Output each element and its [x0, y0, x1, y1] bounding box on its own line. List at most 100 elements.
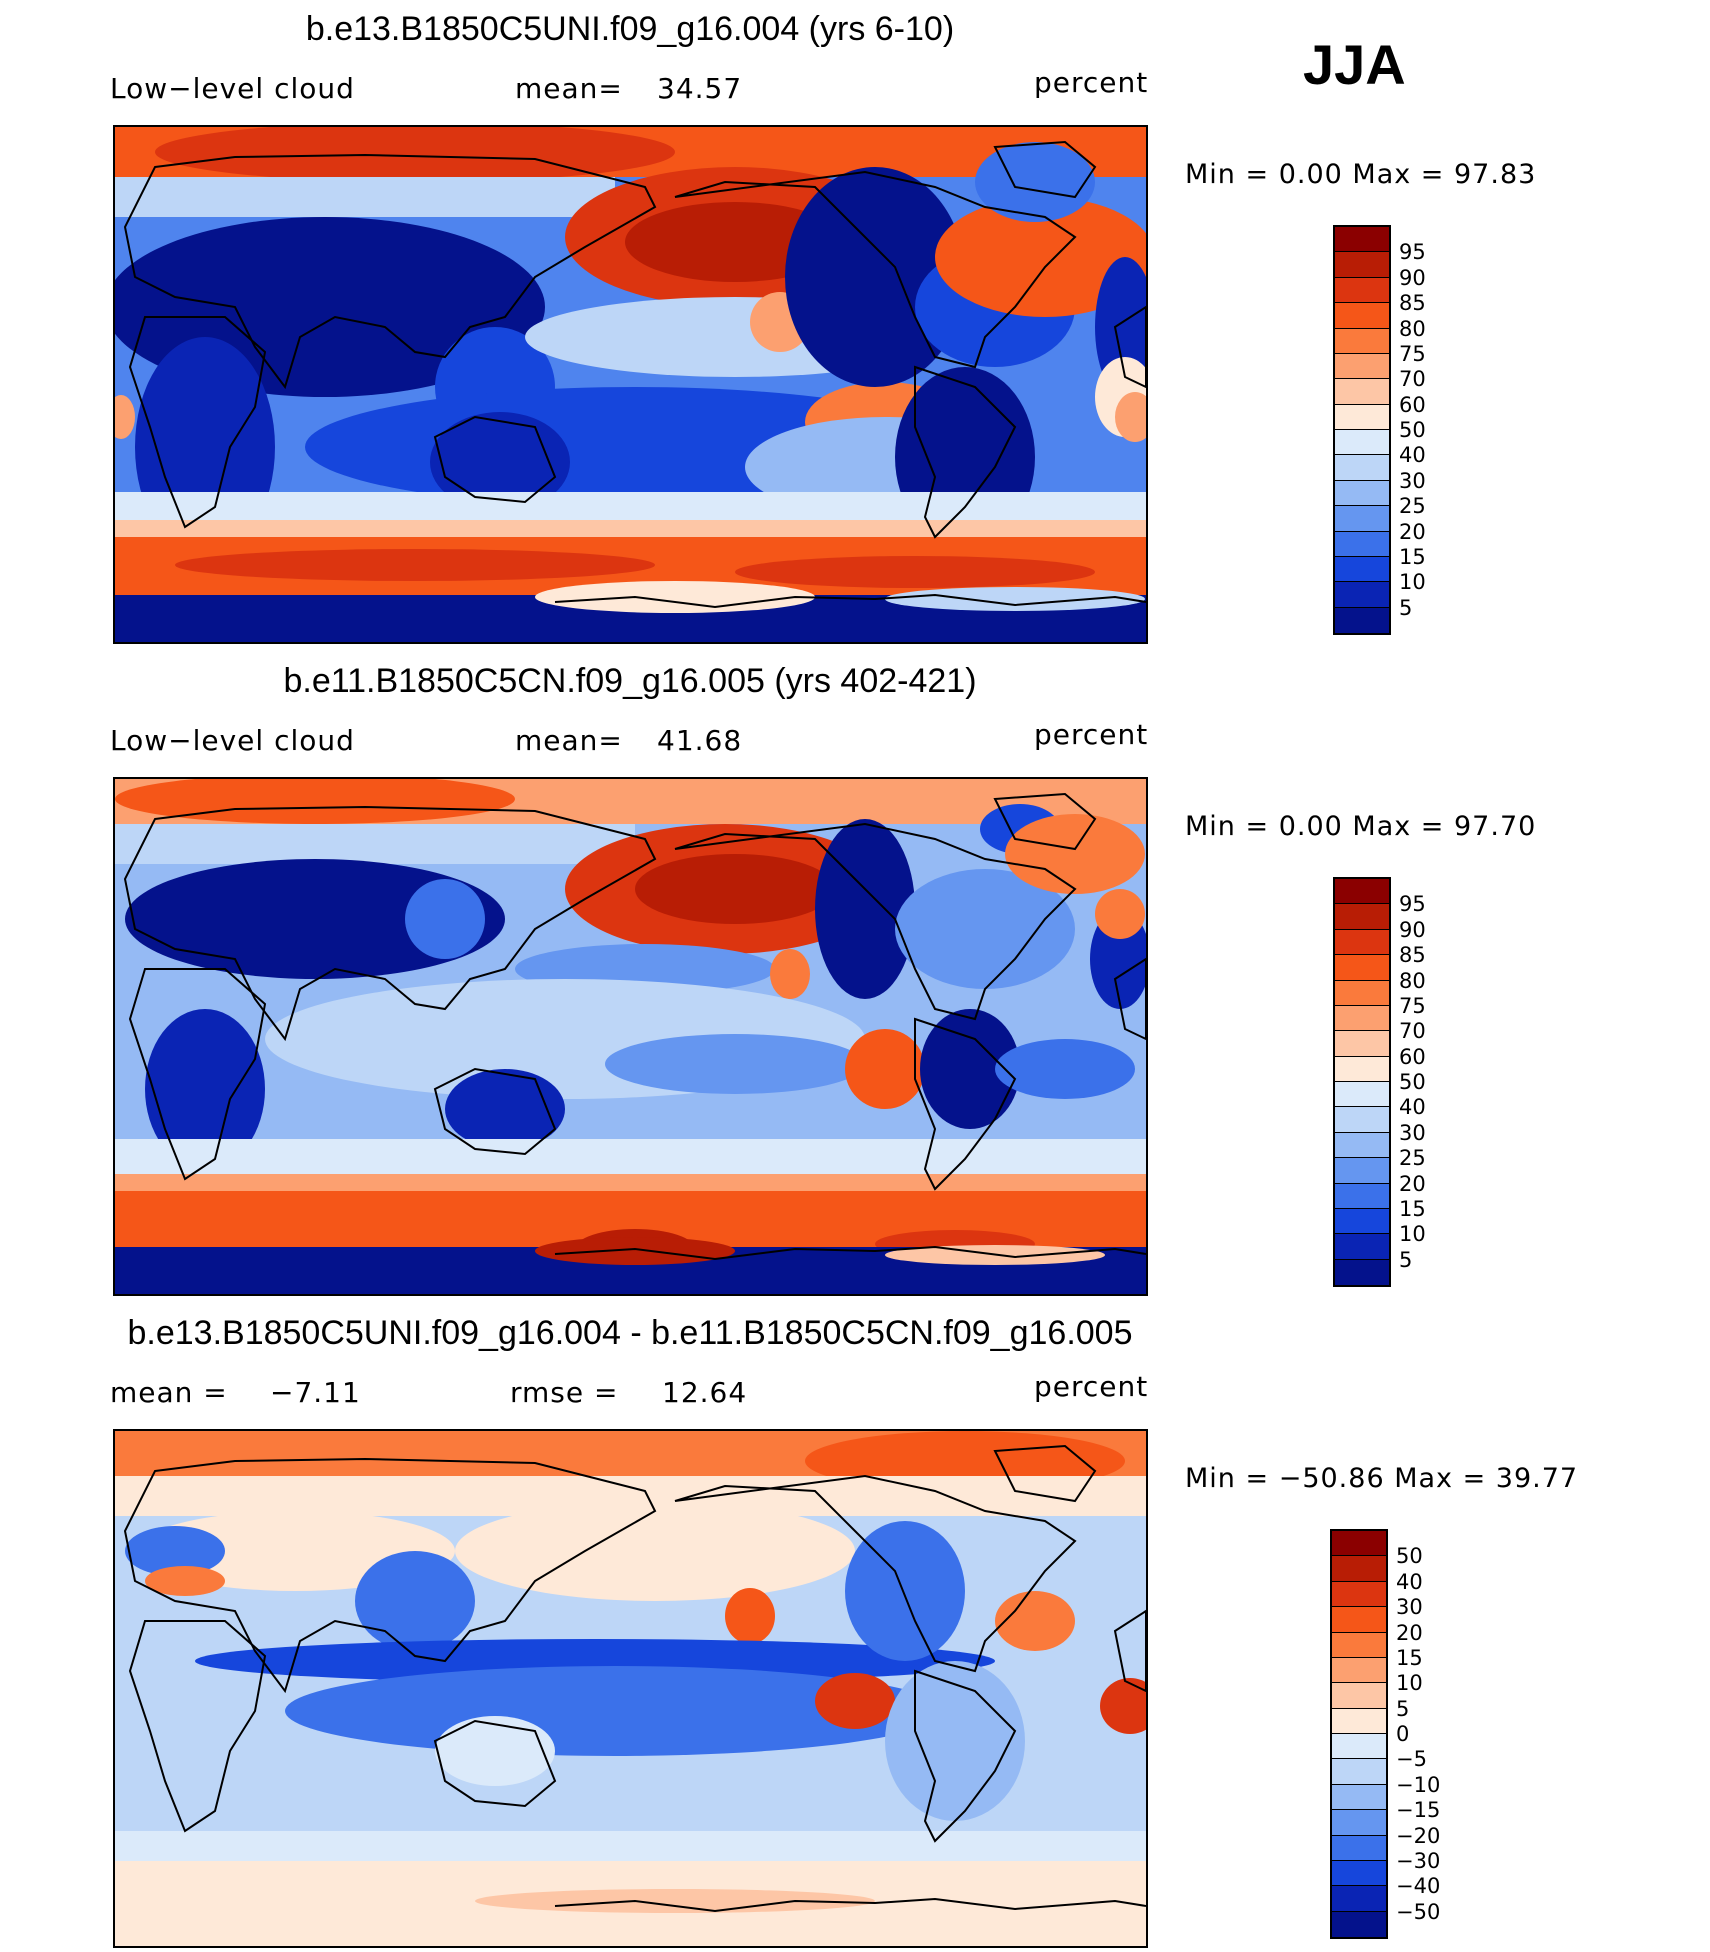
colorbar-tick-label: −20 — [1396, 1823, 1441, 1848]
colorbar-tick-label: 50 — [1396, 1544, 1423, 1569]
colorbar-tick-label: 20 — [1399, 1171, 1426, 1196]
colorbar-swatch — [1335, 1132, 1389, 1159]
panel-1-map — [113, 125, 1148, 644]
colorbar-tick-label: 15 — [1396, 1645, 1423, 1670]
colorbar-swatch — [1335, 955, 1389, 981]
panel-3-units: percent — [1034, 1370, 1149, 1403]
season-label: JJA — [1303, 33, 1406, 96]
colorbar-tick-label: 70 — [1399, 367, 1426, 392]
colorbar-tick-label: 85 — [1399, 291, 1426, 316]
colorbar-tick-label: 80 — [1399, 316, 1426, 341]
panel-2-min-max: Min = 0.00 Max = 97.70 — [1185, 811, 1537, 842]
panel-3-title: b.e13.B1850C5UNI.f09_g16.004 - b.e11.B18… — [127, 1314, 1133, 1352]
colorbar-swatch — [1335, 480, 1389, 507]
colorbar-swatch — [1335, 227, 1389, 253]
colorbar-swatch — [1335, 879, 1389, 905]
colorbar-tick-label: −30 — [1396, 1848, 1441, 1873]
colorbar-swatch — [1332, 1860, 1386, 1887]
panel-1-min-max: Min = 0.00 Max = 97.83 — [1185, 159, 1537, 190]
panel-2-title: b.e11.B1850C5CN.f09_g16.005 (yrs 402-421… — [283, 662, 977, 700]
colorbar-tick-label: 5 — [1396, 1696, 1410, 1721]
colorbar-tick-label: 60 — [1399, 392, 1426, 417]
panel-3-mean-label: mean = — [110, 1376, 228, 1409]
colorbar-tick-label: 40 — [1399, 1095, 1426, 1120]
colorbar-tick-label: 50 — [1399, 418, 1426, 442]
panel-1-colorbar — [1333, 225, 1391, 635]
panel-3-map-field — [115, 1431, 1146, 1946]
colorbar-swatch — [1332, 1886, 1386, 1912]
colorbar-tick-label: 60 — [1399, 1044, 1426, 1069]
panel-2-colorbar-segments — [1335, 879, 1389, 1285]
colorbar-swatch — [1332, 1581, 1386, 1608]
panel-2-map-field — [115, 779, 1146, 1294]
colorbar-swatch — [1335, 1208, 1389, 1235]
colorbar-tick-label: 5 — [1399, 1247, 1413, 1272]
colorbar-swatch — [1335, 980, 1389, 1006]
panel-3-mean-value: −7.11 — [270, 1376, 361, 1409]
colorbar-tick-label: 30 — [1399, 1120, 1426, 1145]
colorbar-tick-label: 90 — [1399, 265, 1426, 290]
colorbar-tick-label: −50 — [1396, 1899, 1441, 1924]
colorbar-tick-label: 75 — [1399, 341, 1426, 366]
colorbar-swatch — [1335, 379, 1389, 405]
colorbar-tick-label: 5 — [1399, 595, 1413, 620]
colorbar-swatch — [1335, 328, 1389, 354]
panel-1-title: b.e13.B1850C5UNI.f09_g16.004 (yrs 6-10) — [305, 10, 955, 48]
panel-1-mean-label: mean= — [515, 72, 623, 105]
panel-1-field-label: Low−level cloud — [110, 72, 355, 105]
colorbar-tick-label: 85 — [1399, 943, 1426, 968]
colorbar-tick-label: 25 — [1399, 1146, 1426, 1171]
colorbar-swatch — [1335, 252, 1389, 278]
colorbar-tick-label: −5 — [1396, 1747, 1427, 1772]
colorbar-tick-label: 0 — [1396, 1722, 1410, 1746]
colorbar-swatch — [1332, 1556, 1386, 1582]
colorbar-swatch — [1332, 1734, 1386, 1760]
panel-3-rmse-label: rmse = — [510, 1376, 619, 1409]
colorbar-swatch — [1332, 1632, 1386, 1658]
panel-3-rmse-value: 12.64 — [662, 1376, 748, 1409]
colorbar-swatch — [1332, 1708, 1386, 1734]
panel-2-colorbar — [1333, 877, 1391, 1287]
colorbar-tick-label: 70 — [1399, 1019, 1426, 1044]
colorbar-swatch — [1335, 1056, 1389, 1082]
panel-3-min-max: Min = −50.86 Max = 39.77 — [1185, 1463, 1579, 1494]
colorbar-swatch — [1332, 1784, 1386, 1811]
colorbar-tick-label: 80 — [1399, 968, 1426, 993]
colorbar-swatch — [1335, 607, 1389, 633]
panel-1-units: percent — [1034, 66, 1149, 99]
colorbar-swatch — [1332, 1531, 1386, 1557]
panel-1-colorbar-segments — [1335, 227, 1389, 633]
colorbar-swatch — [1335, 1183, 1389, 1209]
colorbar-swatch — [1335, 1082, 1389, 1108]
colorbar-tick-label: −10 — [1396, 1772, 1441, 1797]
colorbar-swatch — [1335, 929, 1389, 956]
colorbar-tick-label: −40 — [1396, 1874, 1441, 1899]
colorbar-tick-label: 15 — [1399, 1196, 1426, 1221]
colorbar-tick-label: 10 — [1399, 570, 1426, 595]
panel-2-map — [113, 777, 1148, 1296]
colorbar-tick-label: 50 — [1399, 1070, 1426, 1094]
colorbar-swatch — [1332, 1759, 1386, 1785]
colorbar-swatch — [1332, 1810, 1386, 1836]
colorbar-tick-label: 95 — [1399, 240, 1426, 265]
colorbar-tick-label: 10 — [1399, 1222, 1426, 1247]
colorbar-swatch — [1335, 1234, 1389, 1260]
colorbar-tick-label: 20 — [1399, 519, 1426, 544]
colorbar-tick-label: 40 — [1399, 443, 1426, 468]
panel-1-mean-value: 34.57 — [657, 72, 743, 105]
colorbar-swatch — [1335, 1031, 1389, 1057]
colorbar-swatch — [1332, 1835, 1386, 1861]
colorbar-swatch — [1335, 277, 1389, 304]
panel-2-units: percent — [1034, 718, 1149, 751]
colorbar-swatch — [1335, 353, 1389, 380]
panel-1-map-field — [115, 127, 1146, 642]
panel-3-colorbar-segments — [1332, 1531, 1386, 1937]
colorbar-tick-label: 10 — [1396, 1671, 1423, 1696]
panel-3-map — [113, 1429, 1148, 1948]
panel-3-colorbar — [1330, 1529, 1388, 1939]
colorbar-swatch — [1335, 455, 1389, 481]
panel-2-mean-label: mean= — [515, 724, 623, 757]
colorbar-tick-label: 30 — [1396, 1595, 1423, 1620]
colorbar-swatch — [1335, 1259, 1389, 1285]
colorbar-tick-label: 40 — [1396, 1569, 1423, 1594]
